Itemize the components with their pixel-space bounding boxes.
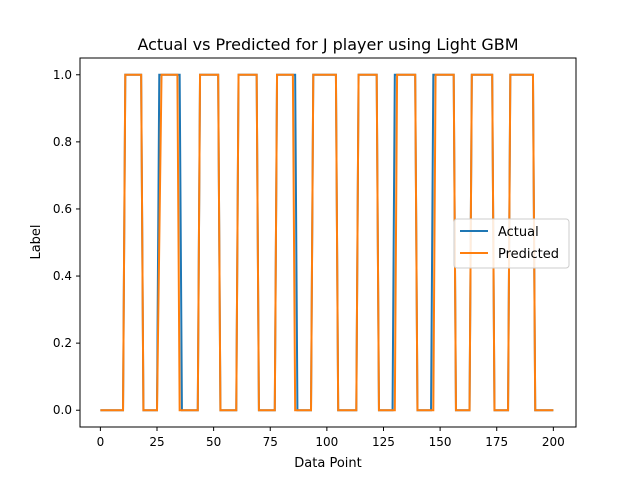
legend: Actual Predicted	[453, 218, 570, 269]
y-axis: 0.0 0.2 0.4 0.6 0.8 1.0	[53, 68, 80, 417]
chart-title: Actual vs Predicted for J player using L…	[137, 35, 518, 54]
x-tick-label: 25	[149, 435, 164, 449]
x-tick-label: 75	[263, 435, 278, 449]
x-tick-label: 125	[372, 435, 395, 449]
y-tick-label: 0.2	[53, 336, 72, 350]
x-tick-label: 100	[315, 435, 338, 449]
legend-label-actual: Actual	[498, 225, 539, 240]
y-tick-label: 0.6	[53, 202, 72, 216]
y-tick-label: 0.4	[53, 269, 72, 283]
x-tick-label: 0	[97, 435, 105, 449]
y-tick-label: 0.8	[53, 135, 72, 149]
x-tick-label: 200	[542, 435, 565, 449]
y-axis-label: Label	[29, 224, 44, 259]
y-tick-label: 1.0	[53, 68, 72, 82]
x-axis: 0 25 50 75 100 125 150 175 200	[97, 427, 565, 449]
legend-label-predicted: Predicted	[498, 247, 559, 262]
x-tick-label: 50	[206, 435, 221, 449]
plot-frame	[79, 57, 577, 428]
x-axis-label: Data Point	[294, 456, 361, 471]
x-tick-label: 175	[485, 435, 508, 449]
y-tick-label: 0.0	[53, 403, 72, 417]
x-tick-label: 150	[429, 435, 452, 449]
